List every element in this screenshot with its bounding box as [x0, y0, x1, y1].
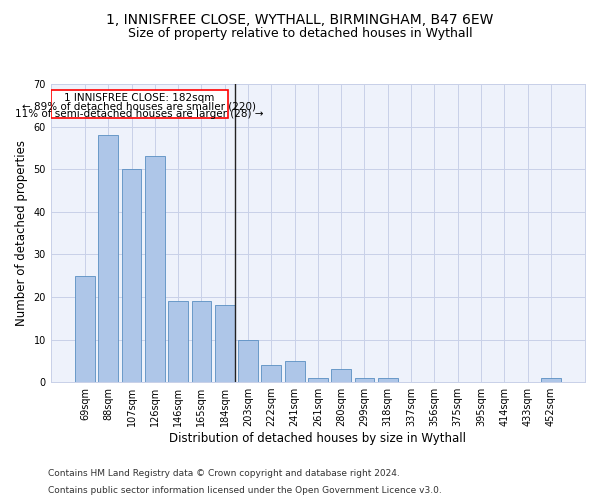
Text: 1 INNISFREE CLOSE: 182sqm: 1 INNISFREE CLOSE: 182sqm: [64, 94, 214, 104]
Bar: [238, 340, 258, 382]
Bar: [541, 378, 561, 382]
Bar: [215, 306, 235, 382]
Bar: [98, 135, 118, 382]
Bar: [378, 378, 398, 382]
Bar: [122, 169, 142, 382]
Bar: [331, 370, 351, 382]
X-axis label: Distribution of detached houses by size in Wythall: Distribution of detached houses by size …: [169, 432, 466, 445]
Y-axis label: Number of detached properties: Number of detached properties: [15, 140, 28, 326]
Text: Contains HM Land Registry data © Crown copyright and database right 2024.: Contains HM Land Registry data © Crown c…: [48, 468, 400, 477]
Text: 1, INNISFREE CLOSE, WYTHALL, BIRMINGHAM, B47 6EW: 1, INNISFREE CLOSE, WYTHALL, BIRMINGHAM,…: [106, 12, 494, 26]
Text: Size of property relative to detached houses in Wythall: Size of property relative to detached ho…: [128, 28, 472, 40]
Bar: [191, 301, 211, 382]
FancyBboxPatch shape: [51, 90, 227, 118]
Bar: [145, 156, 165, 382]
Bar: [285, 361, 305, 382]
Bar: [75, 276, 95, 382]
Text: Contains public sector information licensed under the Open Government Licence v3: Contains public sector information licen…: [48, 486, 442, 495]
Bar: [262, 365, 281, 382]
Bar: [168, 301, 188, 382]
Text: 11% of semi-detached houses are larger (28) →: 11% of semi-detached houses are larger (…: [15, 109, 263, 119]
Text: ← 89% of detached houses are smaller (220): ← 89% of detached houses are smaller (22…: [22, 102, 256, 112]
Bar: [355, 378, 374, 382]
Bar: [308, 378, 328, 382]
